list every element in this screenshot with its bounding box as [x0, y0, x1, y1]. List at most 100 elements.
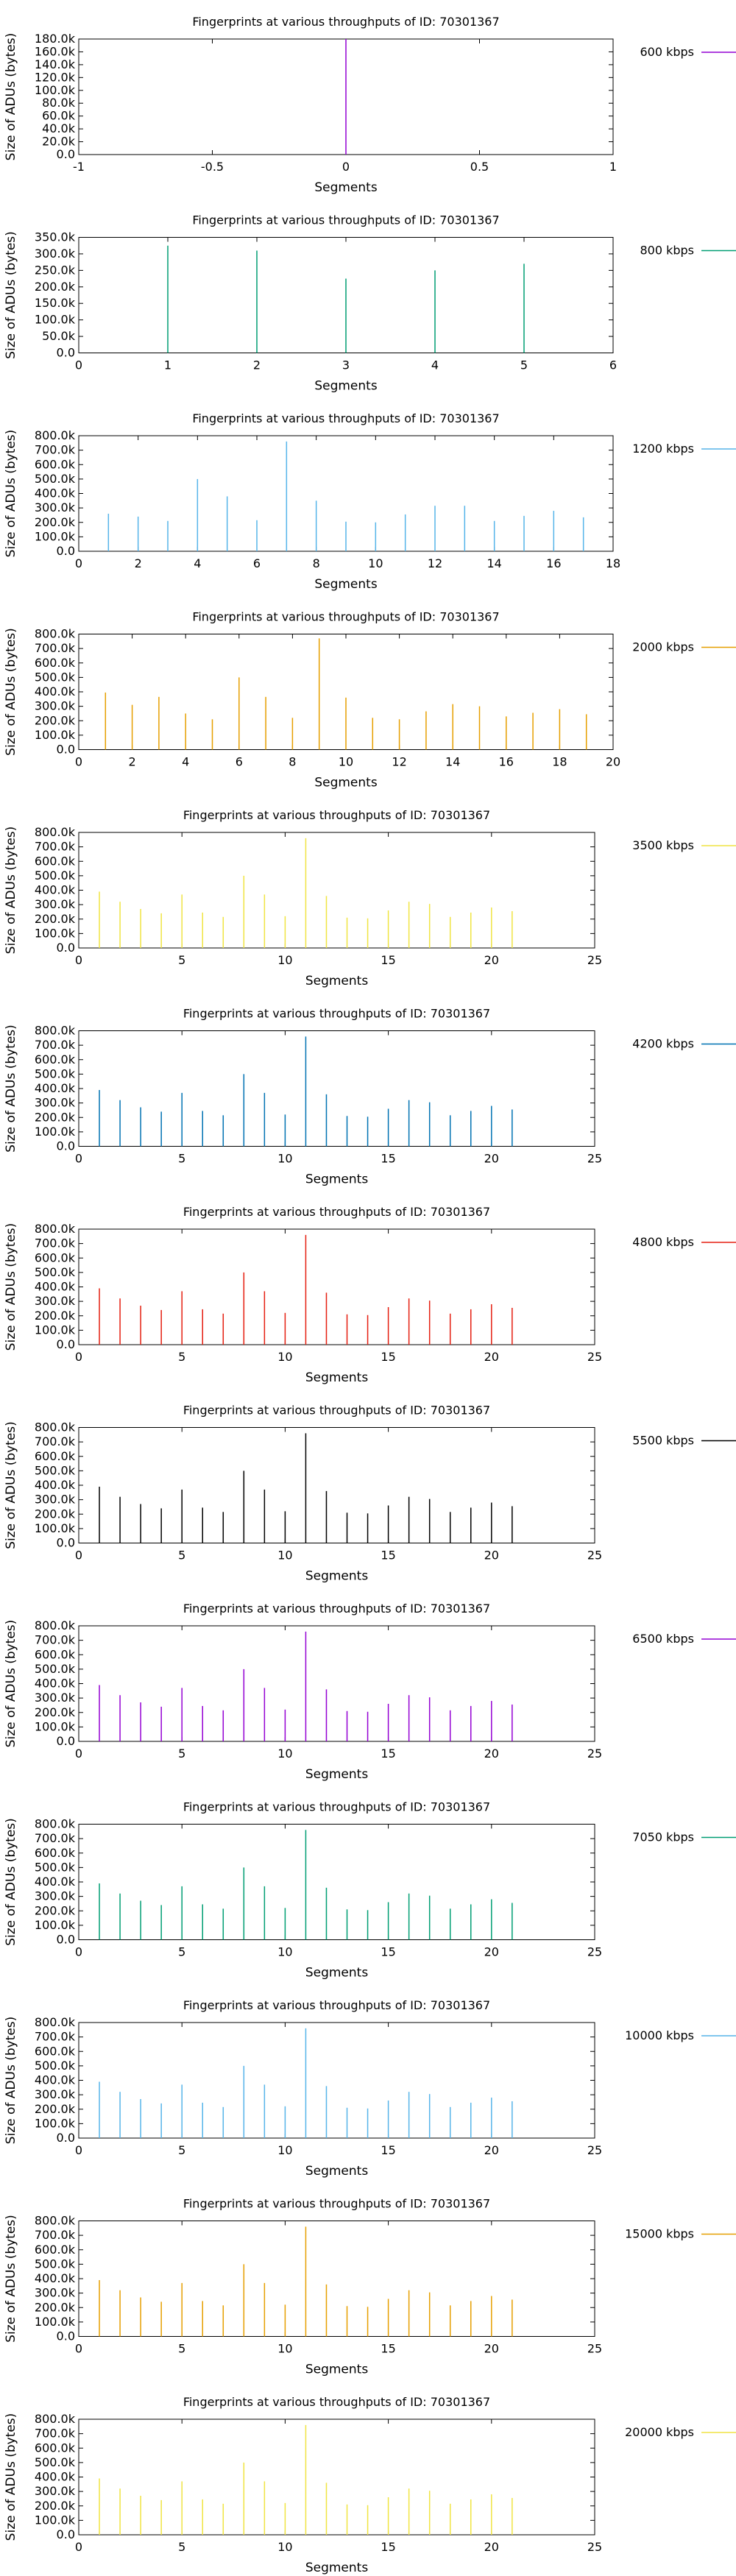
- x-tick-label: 12: [392, 755, 406, 769]
- y-tick-label: 700.0k: [35, 641, 76, 655]
- x-tick-label: 10: [277, 1747, 292, 1761]
- x-tick-label: 0: [75, 1549, 82, 1563]
- x-tick-label: 10: [368, 556, 383, 570]
- x-tick-label: 10: [277, 1350, 292, 1364]
- y-tick-label: 400.0k: [35, 1677, 76, 1691]
- chart-title: Fingerprints at various throughputs of I…: [183, 1602, 490, 1616]
- y-tick-label: 200.0k: [35, 515, 76, 529]
- y-tick-label: 800.0k: [35, 1222, 76, 1236]
- y-tick-label: 400.0k: [35, 1875, 76, 1889]
- chart-title: Fingerprints at various throughputs of I…: [192, 610, 499, 624]
- legend-label: 3500 kbps: [632, 838, 694, 852]
- chart-title: Fingerprints at various throughputs of I…: [183, 808, 490, 822]
- y-tick-label: 300.0k: [35, 1691, 76, 1705]
- x-tick-label: 10: [277, 2540, 292, 2554]
- y-tick-label: 100.0k: [35, 529, 76, 543]
- y-tick-label: 600.0k: [35, 1052, 76, 1066]
- x-tick-label: 0: [75, 2540, 82, 2554]
- y-tick-label: 500.0k: [35, 2059, 76, 2073]
- y-tick-label: 800.0k: [35, 627, 76, 641]
- x-tick-label: 20: [484, 1747, 499, 1761]
- y-tick-label: 200.0k: [35, 2102, 76, 2116]
- y-tick-label: 300.0k: [35, 247, 76, 261]
- plot-frame: [78, 2022, 595, 2139]
- x-tick-label: 25: [587, 1549, 602, 1563]
- x-tick-label: 20: [484, 2143, 499, 2157]
- x-tick-label: 16: [546, 556, 561, 570]
- x-tick-label: 14: [486, 556, 501, 570]
- y-tick-label: 600.0k: [35, 2044, 76, 2058]
- y-axis-label: Size of ADUs (bytes): [4, 1818, 18, 1946]
- y-tick-label: 250.0k: [35, 263, 76, 277]
- x-tick-label: 20: [484, 1350, 499, 1364]
- y-tick-label: 700.0k: [35, 1831, 76, 1845]
- y-tick-label: 700.0k: [35, 840, 76, 854]
- x-axis-label: Segments: [305, 2561, 369, 2575]
- chart-panel: Fingerprints at various throughputs of I…: [4, 1800, 736, 1981]
- y-tick-label: 100.0k: [35, 1719, 76, 1733]
- y-tick-label: 500.0k: [35, 1066, 76, 1080]
- x-tick-label: 5: [178, 2342, 185, 2356]
- x-tick-label: 20: [484, 1549, 499, 1563]
- y-tick-label: 500.0k: [35, 472, 76, 486]
- x-tick-label: 0: [75, 1945, 82, 1959]
- y-tick-label: 800.0k: [35, 2214, 76, 2228]
- chart-panel: Fingerprints at various throughputs of I…: [4, 213, 736, 394]
- x-tick-label: 10: [339, 755, 353, 769]
- x-tick-label: 25: [587, 1945, 602, 1959]
- x-tick-label: 0: [75, 358, 82, 372]
- x-tick-label: 14: [445, 755, 460, 769]
- y-tick-label: 500.0k: [35, 1265, 76, 1279]
- y-tick-label: 120.0k: [35, 70, 76, 84]
- x-tick-label: 5: [178, 1549, 185, 1563]
- x-tick-label: 20: [484, 1945, 499, 1959]
- y-tick-label: 500.0k: [35, 1662, 76, 1676]
- legend-label: 7050 kbps: [632, 1830, 694, 1844]
- y-tick-label: 0.0: [57, 941, 75, 955]
- chart-title: Fingerprints at various throughputs of I…: [183, 2395, 490, 2409]
- y-tick-label: 500.0k: [35, 1860, 76, 1874]
- chart-panel: Fingerprints at various throughputs of I…: [4, 1404, 736, 1584]
- y-tick-label: 300.0k: [35, 897, 76, 911]
- y-tick-label: 400.0k: [35, 1081, 76, 1095]
- y-tick-label: 300.0k: [35, 2484, 76, 2498]
- chart-panel: Fingerprints at various throughputs of I…: [4, 2395, 736, 2575]
- plot-frame: [78, 1228, 595, 1345]
- x-tick-label: 25: [587, 2342, 602, 2356]
- y-tick-label: 800.0k: [35, 428, 76, 442]
- y-tick-label: 500.0k: [35, 2257, 76, 2271]
- x-tick-label: 6: [253, 556, 261, 570]
- x-axis-label: Segments: [305, 1966, 369, 1981]
- x-tick-label: 0: [75, 2342, 82, 2356]
- x-tick-label: 5: [178, 1152, 185, 1166]
- legend-label: 1200 kbps: [632, 442, 694, 456]
- y-tick-label: 140.0k: [35, 57, 76, 71]
- y-axis-label: Size of ADUs (bytes): [4, 2017, 18, 2145]
- y-tick-label: 400.0k: [35, 883, 76, 897]
- y-tick-label: 0.0: [57, 743, 75, 757]
- y-tick-label: 300.0k: [35, 1889, 76, 1903]
- x-axis-label: Segments: [305, 2164, 369, 2179]
- x-axis-label: Segments: [314, 577, 378, 592]
- legend-label: 10000 kbps: [625, 2028, 694, 2042]
- y-tick-label: 800.0k: [35, 825, 76, 839]
- y-tick-label: 0.0: [57, 2527, 75, 2541]
- y-tick-label: 700.0k: [35, 1434, 76, 1448]
- chart-panel: Fingerprints at various throughputs of I…: [4, 1998, 736, 2179]
- y-tick-label: 300.0k: [35, 500, 76, 514]
- legend-label: 4200 kbps: [632, 1037, 694, 1051]
- x-tick-label: 1: [609, 160, 617, 174]
- x-axis-label: Segments: [305, 2363, 369, 2377]
- y-tick-label: 0.0: [57, 346, 75, 360]
- x-tick-label: 0.5: [470, 160, 489, 174]
- plot-frame: [78, 1824, 595, 1940]
- y-tick-label: 0.0: [57, 544, 75, 558]
- y-tick-label: 500.0k: [35, 670, 76, 684]
- y-tick-label: 350.0k: [35, 230, 76, 244]
- y-axis-label: Size of ADUs (bytes): [4, 430, 18, 558]
- y-tick-label: 0.0: [57, 1536, 75, 1550]
- chart-panel: Fingerprints at various throughputs of I…: [4, 1602, 736, 1782]
- chart-title: Fingerprints at various throughputs of I…: [192, 213, 499, 227]
- y-axis-label: Size of ADUs (bytes): [4, 1421, 18, 1549]
